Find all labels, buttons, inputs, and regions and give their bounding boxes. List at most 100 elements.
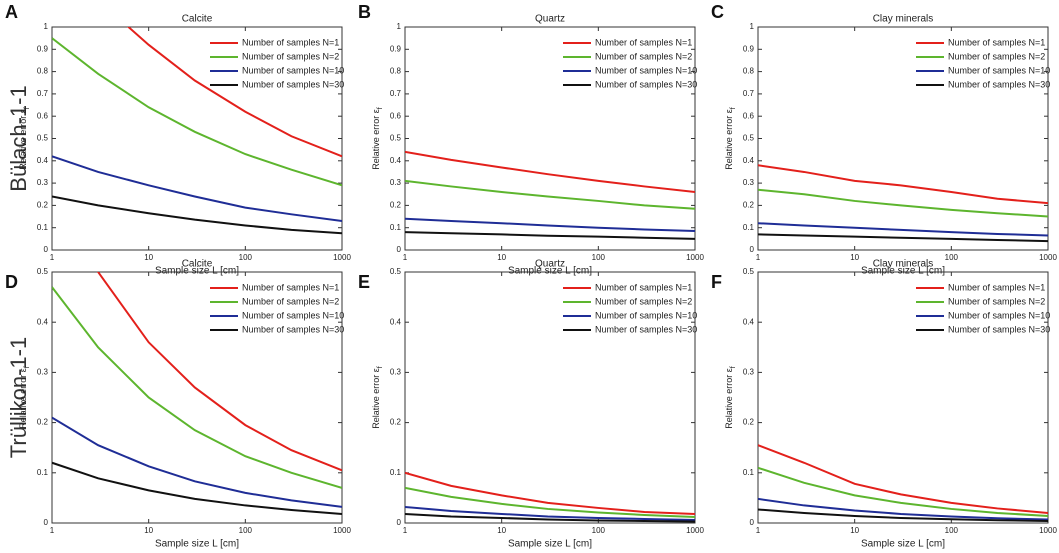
y-axis-label-text: Relative error ε	[18, 109, 28, 170]
x-tick-label: 100	[239, 253, 253, 262]
y-tick-label: 0.2	[37, 418, 49, 427]
y-axis-label: Relative error εf	[18, 366, 30, 429]
x-axis-label: Sample size L [cm]	[155, 539, 239, 550]
panel-label: C	[711, 2, 724, 22]
y-axis-label-text: Relative error ε	[18, 368, 28, 429]
y-axis-label-text: Relative error ε	[724, 109, 734, 170]
y-tick-label: 0.5	[743, 267, 755, 276]
y-tick-label: 0.2	[743, 201, 755, 210]
x-tick-label: 10	[497, 253, 506, 262]
legend-label: Number of samples N=1	[948, 282, 1045, 292]
y-tick-label: 0.4	[37, 156, 49, 165]
legend-label: Number of samples N=1	[948, 37, 1045, 47]
data-line	[52, 286, 342, 489]
y-axis-label-subscript: f	[377, 366, 384, 368]
y-tick-label: 0.8	[743, 67, 755, 76]
data-line	[405, 231, 695, 240]
y-tick-label: 0.3	[37, 368, 49, 377]
x-tick-label: 1000	[1039, 526, 1057, 535]
legend-label: Number of samples N=10	[948, 310, 1050, 320]
x-tick-label: 100	[592, 253, 606, 262]
y-tick-label: 0.3	[37, 178, 49, 187]
y-tick-label: 0.5	[37, 267, 49, 276]
y-tick-label: 0.1	[743, 468, 755, 477]
y-axis-label: Relative error εf	[371, 366, 383, 429]
x-axis-label: Sample size L [cm]	[508, 266, 592, 277]
data-line	[52, 37, 342, 187]
x-tick-label: 10	[497, 526, 506, 535]
axes-frame	[51, 271, 343, 524]
x-tick-label: 100	[239, 526, 253, 535]
legend-label: Number of samples N=30	[242, 324, 344, 334]
axes-frame	[51, 26, 343, 251]
y-tick-label: 0.6	[37, 111, 49, 120]
x-tick-label: 1	[403, 253, 408, 262]
y-axis-label-subscript: f	[730, 107, 737, 109]
legend-label: Number of samples N=10	[595, 65, 697, 75]
y-tick-label: 0.3	[390, 178, 402, 187]
y-tick-label: 0.2	[37, 201, 49, 210]
data-line	[405, 471, 695, 515]
y-axis-label: Relative error εf	[18, 107, 30, 170]
y-tick-label: 0.4	[743, 317, 755, 326]
data-line	[96, 272, 342, 472]
legend-label: Number of samples N=1	[595, 37, 692, 47]
x-tick-label: 1000	[333, 253, 351, 262]
x-tick-label: 1	[756, 526, 761, 535]
row-label: Bülach-1-1	[6, 85, 31, 191]
y-axis-label-text: Relative error ε	[371, 368, 381, 429]
legend-label: Number of samples N=2	[948, 51, 1045, 61]
y-tick-label: 0.1	[37, 223, 49, 232]
chart-title: Quartz	[535, 259, 565, 270]
panel-label: A	[5, 2, 18, 22]
legend-label: Number of samples N=1	[595, 282, 692, 292]
x-tick-label: 1	[50, 526, 55, 535]
x-tick-label: 100	[945, 253, 959, 262]
y-axis-label-subscript: f	[24, 107, 31, 109]
y-tick-label: 0.6	[390, 111, 402, 120]
y-tick-label: 0.9	[743, 44, 755, 53]
y-tick-label: 0.9	[37, 44, 49, 53]
data-line	[758, 444, 1048, 514]
y-tick-label: 0.7	[390, 89, 402, 98]
axes-frame	[757, 271, 1049, 524]
legend-label: Number of samples N=30	[595, 79, 697, 89]
y-tick-label: 1	[44, 22, 49, 31]
data-line	[52, 416, 342, 508]
y-axis-label-subscript: f	[730, 366, 737, 368]
y-axis-label-subscript: f	[377, 107, 384, 109]
y-tick-label: 0	[44, 518, 49, 527]
data-line	[405, 179, 695, 210]
y-tick-label: 0.5	[37, 134, 49, 143]
axes-frame	[404, 271, 696, 524]
y-tick-label: 0.6	[743, 111, 755, 120]
panel-label: B	[358, 2, 371, 22]
y-axis-label-subscript: f	[24, 366, 31, 368]
y-tick-label: 0.5	[390, 267, 402, 276]
legend-label: Number of samples N=30	[948, 79, 1050, 89]
chart-title: Quartz	[535, 14, 565, 25]
chart-title: Calcite	[182, 259, 213, 270]
chart-title: Clay minerals	[873, 14, 934, 25]
data-line	[52, 155, 342, 223]
y-tick-label: 0.1	[390, 223, 402, 232]
data-line	[405, 486, 695, 518]
legend-label: Number of samples N=1	[242, 282, 339, 292]
y-axis-label-text: Relative error ε	[724, 368, 734, 429]
legend-label: Number of samples N=30	[595, 324, 697, 334]
x-tick-label: 1000	[333, 526, 351, 535]
x-tick-label: 100	[592, 526, 606, 535]
data-line	[405, 150, 695, 194]
y-tick-label: 0.2	[390, 201, 402, 210]
y-tick-label: 0	[750, 245, 755, 254]
y-axis-label: Relative error εf	[371, 107, 383, 170]
x-axis-label: Sample size L [cm]	[861, 266, 945, 277]
y-tick-label: 1	[397, 22, 402, 31]
legend-label: Number of samples N=30	[242, 79, 344, 89]
chart-title: Clay minerals	[873, 259, 934, 270]
y-tick-label: 0.8	[37, 67, 49, 76]
y-tick-label: 0.4	[390, 156, 402, 165]
y-tick-label: 0.5	[743, 134, 755, 143]
y-tick-label: 0.1	[37, 468, 49, 477]
legend-label: Number of samples N=2	[595, 51, 692, 61]
